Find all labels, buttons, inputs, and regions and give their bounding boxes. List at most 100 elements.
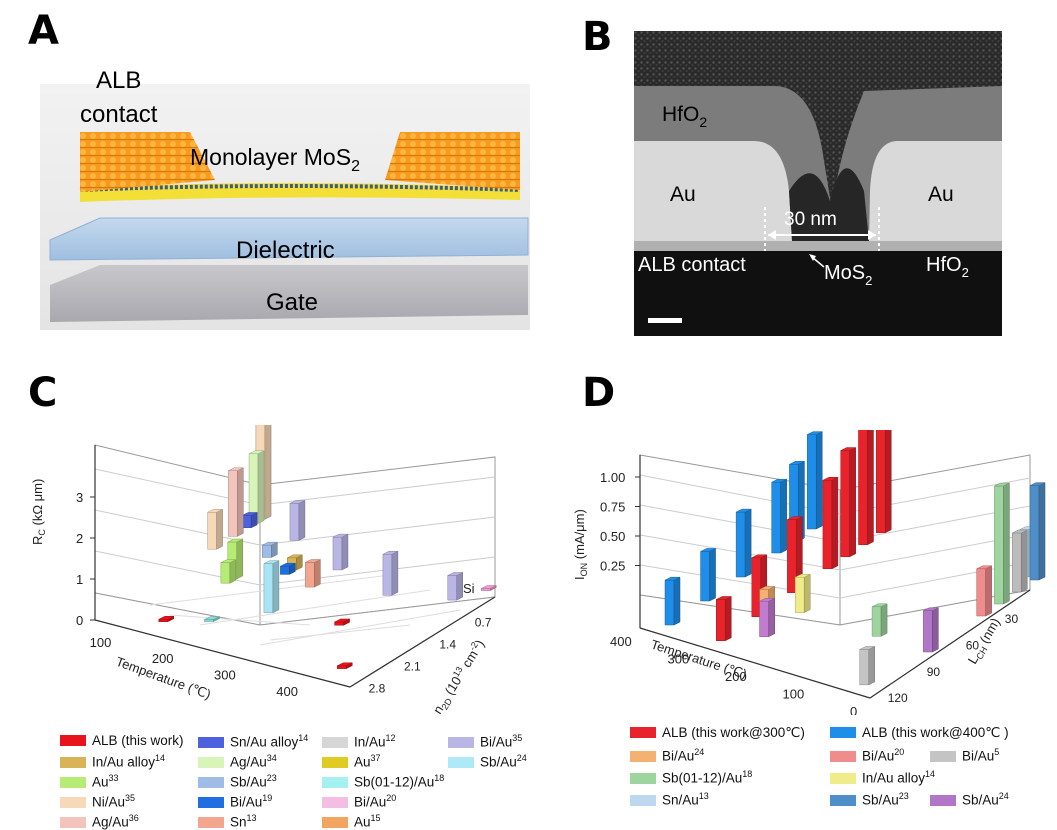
panel-label-a: A — [28, 8, 59, 54]
chart-d-bar — [735, 508, 752, 578]
legend-label: In/Au — [354, 734, 386, 750]
legend-swatch — [60, 796, 86, 808]
chart-c-bar — [207, 508, 223, 550]
chart-c-bar — [280, 562, 296, 575]
chart-c-y-tick: 2 — [76, 531, 83, 546]
chart-c-bar — [220, 559, 237, 584]
chart-c-y-tick: 3 — [76, 490, 83, 505]
chart-d-bar — [858, 425, 874, 546]
legend-item: Sb(01-12)/Au18 — [630, 769, 752, 786]
chart-c-bar — [248, 450, 265, 524]
legend-item: Bi/Au19 — [198, 793, 272, 810]
panel-label-d: D — [582, 370, 616, 416]
chart-c-y-tick: 0 — [76, 613, 83, 628]
chart-d-bar — [1029, 482, 1046, 581]
chart-d-bar — [923, 607, 939, 653]
chart-d-bar — [871, 603, 888, 637]
alb-contact-left — [80, 132, 215, 192]
chart-d-x-tick: 100 — [783, 687, 805, 702]
chart-d-bar — [700, 548, 716, 602]
legend-item: ALB (this work@300℃) — [630, 725, 805, 741]
legend-item: Au37 — [322, 753, 381, 770]
legend-ref: 13 — [246, 813, 257, 823]
chart-d-z-tick: 30 — [1005, 612, 1019, 626]
au-right — [869, 141, 1002, 241]
legend-label: Bi/Au — [662, 748, 695, 764]
chart-d-y-label: ION (mA/μm) — [572, 509, 589, 580]
legend-label: Sb/Au — [862, 792, 899, 808]
legend-item: In/Au alloy14 — [60, 753, 165, 770]
legend-swatch — [322, 756, 348, 768]
chart-c-y-label: RC (kΩ μm) — [30, 479, 47, 545]
chart-d-bar — [771, 478, 787, 554]
gap-arrow-right-head — [868, 230, 876, 240]
legend-swatch — [60, 776, 86, 788]
panel-label-c: C — [28, 370, 58, 416]
chart-c-z-tick: 0.7 — [475, 616, 492, 630]
label-monolayer-mos2: Monolayer MoS2 — [190, 144, 360, 175]
legend-label: Sb/Au — [962, 792, 999, 808]
device-schematic-svg: ALB contact Monolayer MoS2 Dielectric Ga… — [40, 67, 530, 330]
legend-d: ALB (this work@300℃) ALB (this work@400℃ … — [630, 725, 1050, 817]
chart-d-bar — [859, 646, 875, 686]
chart-d-bar — [1011, 529, 1028, 593]
legend-swatch — [630, 727, 656, 738]
chart-d-bar — [876, 393, 892, 534]
legend-ref: 35 — [125, 793, 136, 803]
legend-item: Ag/Au34 — [198, 753, 277, 770]
legend-ref: 18 — [434, 773, 445, 783]
chart-d-bar — [840, 447, 856, 558]
chart-c-y-tick: 1 — [76, 572, 83, 587]
bottom-hfo2 — [634, 241, 1002, 251]
legend-ref: 37 — [370, 753, 381, 763]
legend-item: Sb/Au23 — [830, 791, 909, 808]
chart-d-bar — [806, 431, 823, 530]
chart-c-bar — [228, 467, 244, 537]
legend-label: Ag/Au — [230, 754, 267, 770]
legend-label: In/Au alloy — [862, 770, 926, 786]
chart-d-x-tick: 400 — [610, 634, 632, 649]
legend-label: ALB (this work@400℃ ) — [862, 725, 1009, 740]
chart-c-bar — [334, 618, 350, 626]
substrate — [634, 251, 1002, 336]
legend-item: Sb/Au23 — [198, 773, 277, 790]
legend-ref: 20 — [386, 793, 397, 803]
legend-swatch — [322, 736, 348, 748]
chart-d-z-tick: 90 — [927, 665, 941, 679]
chart-d-x-tick: 0 — [850, 704, 857, 715]
legend-item: Ni/Au35 — [60, 793, 135, 810]
legend-item: Ag/Au36 — [60, 813, 139, 830]
dielectric-layer — [49, 217, 529, 261]
legend-item: Sb/Au24 — [930, 791, 1009, 808]
legend-swatch — [198, 736, 224, 748]
chart-d-z-tick: 60 — [966, 638, 980, 652]
legend-ref: 34 — [266, 753, 277, 763]
legend-label: Sb/Au — [480, 754, 517, 770]
legend-label: Bi/Au — [354, 794, 387, 810]
label-gap: 30 nm — [784, 209, 837, 230]
legend-swatch — [198, 796, 224, 808]
legend-swatch — [830, 794, 856, 806]
legend-label: Au — [92, 774, 109, 790]
chart-c-bar — [447, 572, 463, 601]
tem-image: HfO2 Au Au 30 nm ALB contact MoS2 HfO2 — [634, 31, 1002, 336]
legend-ref: 33 — [108, 773, 119, 783]
legend-ref: 14 — [155, 753, 166, 763]
chart-d-bar — [787, 516, 803, 594]
chart-d-bar — [664, 576, 681, 626]
gate-layer — [50, 265, 528, 322]
chart-c-bar — [337, 662, 353, 670]
legend-label: ALB (this work@300℃) — [662, 725, 805, 740]
chart-d-bar — [994, 482, 1010, 605]
legend-item: Au33 — [60, 773, 119, 790]
legend-swatch — [930, 750, 956, 762]
legend-item: Sb(01-12)/Au18 — [322, 773, 444, 790]
chart-d-x-tick: 200 — [725, 669, 747, 684]
legend-ref: 36 — [128, 813, 139, 823]
legend-swatch — [630, 750, 656, 762]
legend-item: In/Au12 — [322, 733, 396, 750]
legend-label: Bi/Au — [862, 748, 895, 764]
legend-label: Sb(01-12)/Au — [354, 774, 435, 790]
legend-label: Ag/Au — [92, 814, 129, 830]
